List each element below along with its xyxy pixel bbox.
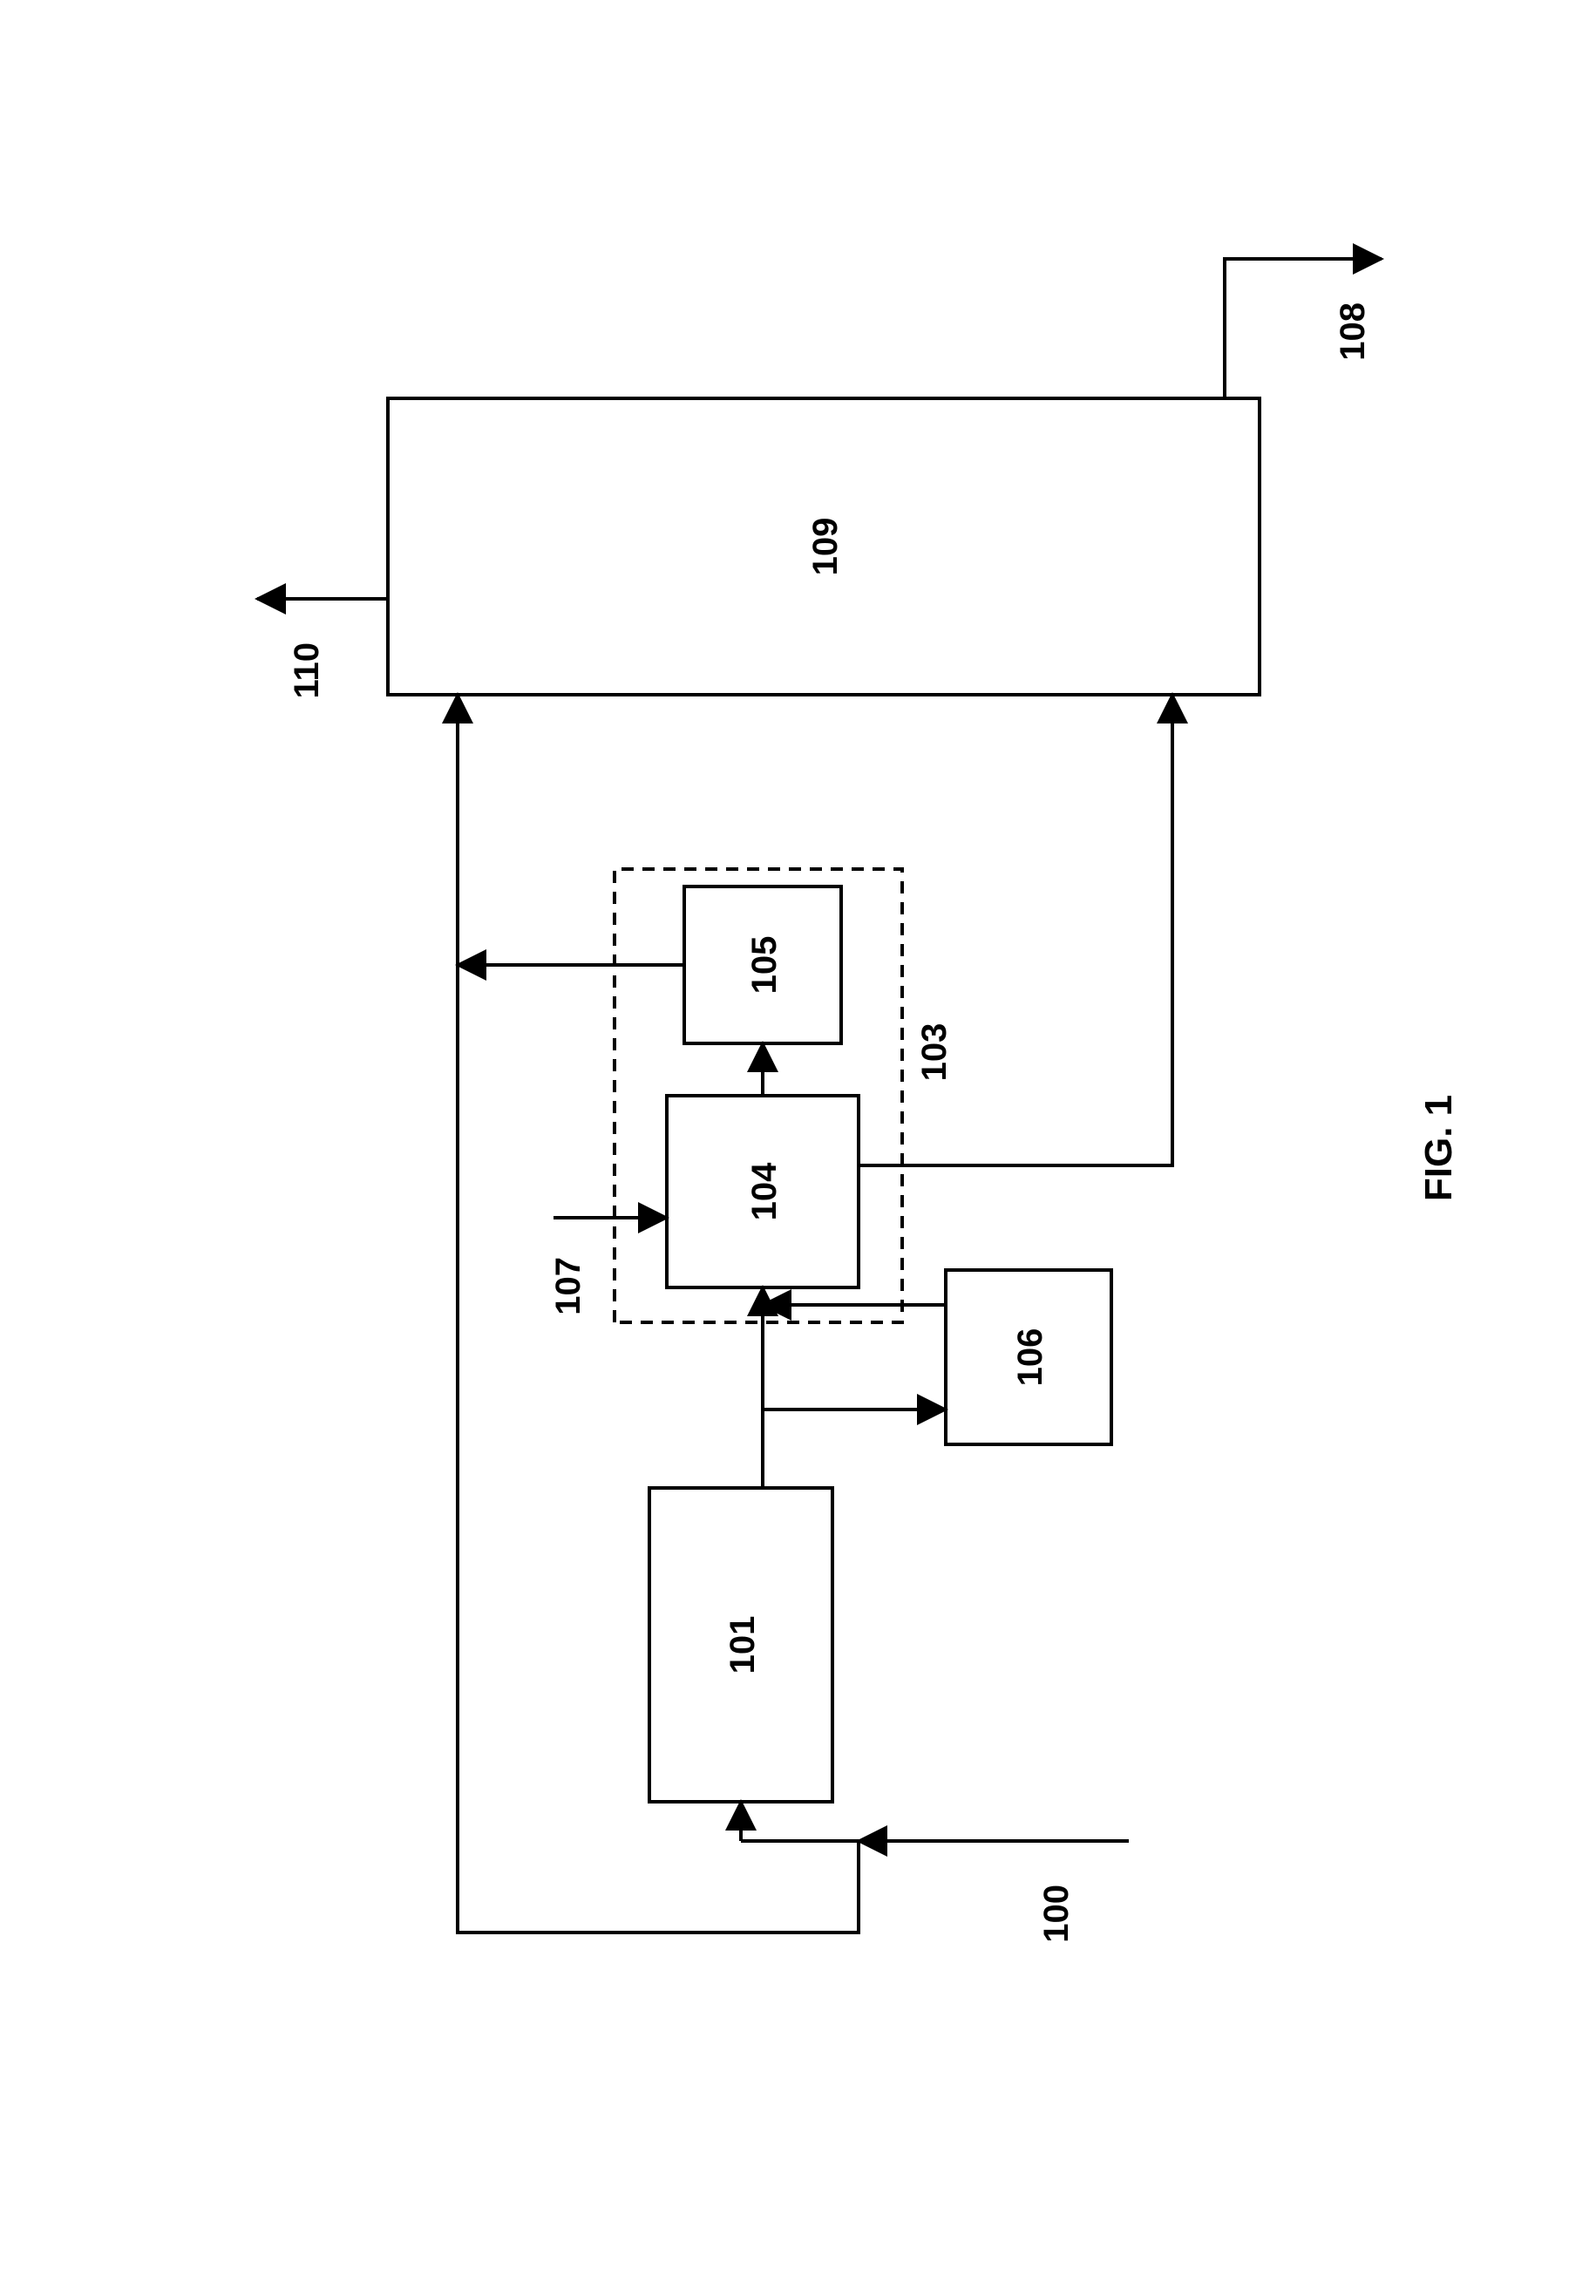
node-109: 109 (388, 398, 1260, 695)
diagram-flowchart: 101 106 103 104 105 109 (57, 102, 1538, 2194)
node-105: 105 (684, 886, 841, 1043)
node-106: 106 (946, 1270, 1111, 1444)
node-109-label: 109 (806, 518, 845, 576)
edge-100-109 (458, 695, 859, 1933)
edge-109-108: 108 (1225, 259, 1382, 398)
node-104-label: 104 (745, 1162, 784, 1220)
io-107-label: 107 (549, 1257, 587, 1315)
node-103-label: 103 (915, 1023, 954, 1082)
edge-107-104: 107 (549, 1218, 667, 1315)
node-106-label: 106 (1011, 1328, 1049, 1387)
page: 101 106 103 104 105 109 (0, 0, 1596, 2296)
node-105-label: 105 (745, 936, 784, 995)
figure-caption: FIG. 1 (1417, 1095, 1460, 1201)
edge-109-110: 110 (257, 599, 388, 699)
node-104: 104 (667, 1096, 859, 1287)
io-100-label: 100 (1037, 1885, 1076, 1943)
io-108-label: 108 (1334, 302, 1372, 361)
flowchart-svg: 101 106 103 104 105 109 (57, 102, 1538, 2194)
io-110-label: 110 (288, 642, 326, 699)
edge-100-in: 100 (859, 1841, 1129, 1943)
edge-104-109 (859, 695, 1172, 1165)
node-101: 101 (649, 1488, 832, 1802)
node-101-label: 101 (723, 1616, 762, 1674)
